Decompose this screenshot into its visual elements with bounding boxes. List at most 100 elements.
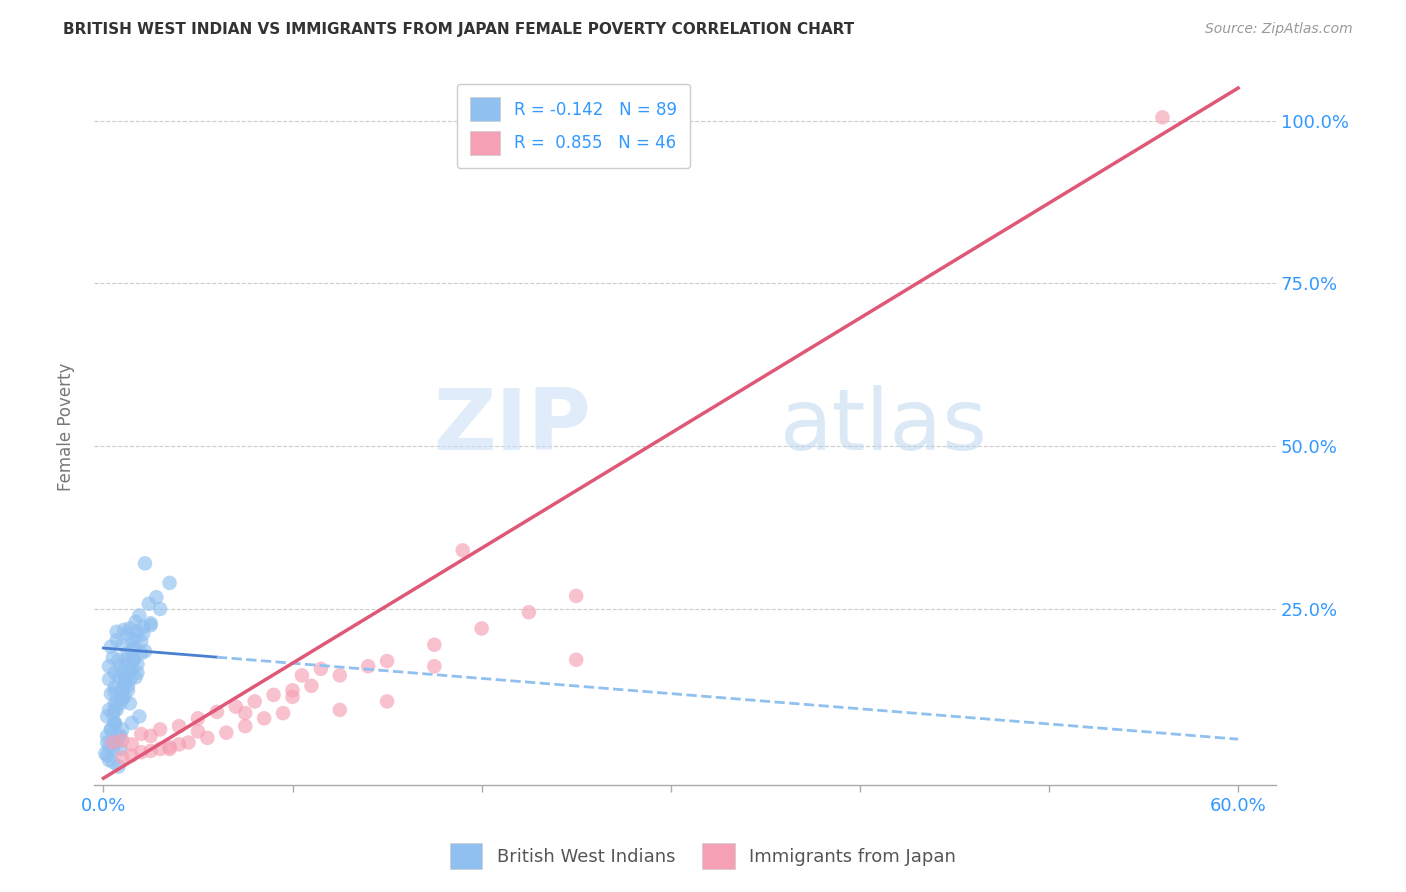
Point — [205, 705, 228, 719]
Point — [101, 755, 124, 769]
Point — [329, 703, 352, 717]
Point — [110, 697, 132, 711]
Point — [423, 638, 446, 652]
Point — [104, 685, 127, 699]
Point — [517, 605, 540, 619]
Point — [96, 735, 118, 749]
Point — [101, 650, 124, 665]
Point — [112, 690, 135, 704]
Point — [107, 729, 129, 743]
Point — [309, 662, 332, 676]
Point — [110, 690, 132, 704]
Point — [159, 742, 181, 756]
Point — [96, 748, 118, 763]
Point — [121, 664, 143, 678]
Point — [112, 677, 135, 691]
Point — [121, 644, 143, 658]
Point — [121, 633, 143, 648]
Point — [138, 597, 160, 611]
Point — [263, 688, 285, 702]
Point — [471, 622, 494, 636]
Point — [127, 657, 149, 672]
Point — [98, 703, 121, 717]
Point — [100, 687, 122, 701]
Point — [423, 659, 446, 673]
Point — [107, 653, 129, 667]
Point — [281, 690, 304, 704]
Point — [127, 624, 149, 639]
Point — [1152, 111, 1174, 125]
Point — [329, 668, 352, 682]
Point — [197, 731, 219, 745]
Point — [128, 608, 150, 623]
Point — [105, 633, 128, 648]
Point — [139, 744, 162, 758]
Point — [215, 725, 238, 739]
Point — [111, 723, 134, 737]
Point — [299, 679, 322, 693]
Point — [104, 697, 127, 711]
Point — [271, 706, 294, 720]
Point — [98, 753, 121, 767]
Point — [124, 670, 146, 684]
Point — [122, 653, 145, 667]
Text: Source: ZipAtlas.com: Source: ZipAtlas.com — [1205, 22, 1353, 37]
Point — [121, 715, 143, 730]
Point — [134, 644, 156, 658]
Point — [104, 715, 127, 730]
Point — [110, 729, 132, 743]
Y-axis label: Female Poverty: Female Poverty — [58, 362, 75, 491]
Point — [98, 659, 121, 673]
Point — [124, 615, 146, 629]
Point — [115, 657, 138, 672]
Point — [111, 665, 134, 680]
Point — [117, 646, 139, 660]
Point — [98, 673, 121, 687]
Point — [111, 683, 134, 698]
Point — [96, 729, 118, 743]
Point — [177, 735, 200, 749]
Point — [149, 723, 172, 737]
Point — [375, 654, 398, 668]
Point — [128, 709, 150, 723]
Point — [111, 733, 134, 747]
Legend: British West Indians, Immigrants from Japan: British West Indians, Immigrants from Ja… — [443, 836, 963, 876]
Point — [139, 616, 162, 631]
Point — [129, 646, 152, 660]
Point — [111, 691, 134, 706]
Point — [112, 677, 135, 691]
Legend: R = -0.142   N = 89, R =  0.855   N = 46: R = -0.142 N = 89, R = 0.855 N = 46 — [457, 84, 690, 168]
Point — [291, 668, 314, 682]
Point — [105, 697, 128, 711]
Point — [110, 742, 132, 756]
Point — [104, 715, 127, 730]
Point — [122, 653, 145, 667]
Point — [118, 664, 141, 678]
Point — [127, 665, 149, 680]
Point — [104, 718, 127, 732]
Point — [101, 742, 124, 756]
Point — [94, 747, 117, 761]
Point — [145, 591, 167, 605]
Point — [100, 723, 122, 737]
Point — [129, 634, 152, 648]
Point — [122, 640, 145, 655]
Point — [101, 735, 124, 749]
Point — [357, 659, 380, 673]
Point — [253, 711, 276, 725]
Point — [233, 706, 256, 720]
Point — [118, 697, 141, 711]
Point — [375, 694, 398, 708]
Point — [187, 711, 209, 725]
Point — [105, 735, 128, 749]
Text: ZIP: ZIP — [433, 385, 591, 468]
Point — [149, 602, 172, 616]
Point — [100, 723, 122, 737]
Point — [110, 659, 132, 673]
Point — [115, 670, 138, 684]
Point — [451, 543, 474, 558]
Point — [96, 709, 118, 723]
Point — [167, 719, 190, 733]
Point — [101, 707, 124, 722]
Point — [107, 759, 129, 773]
